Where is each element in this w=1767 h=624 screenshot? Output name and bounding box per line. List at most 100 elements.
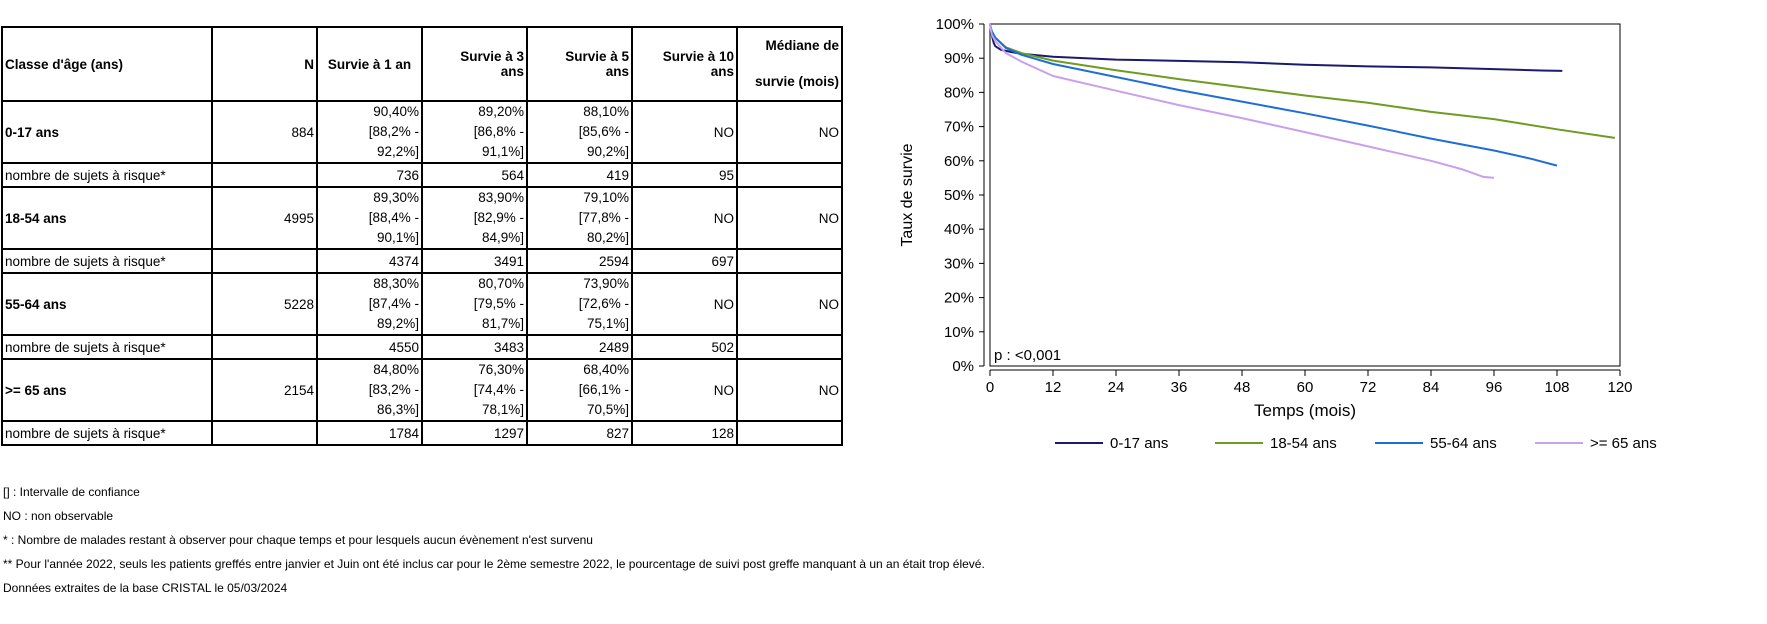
header-survie-3-line2: ans — [500, 64, 524, 79]
stat-value: 88,10% — [583, 104, 629, 119]
cell-survie-1: 88,30% [87,4% - 89,2%] — [316, 272, 423, 336]
risk-y1: 1784 — [316, 420, 423, 446]
y-tick-label: 50% — [944, 187, 974, 204]
risk-n — [211, 334, 318, 360]
ci-upper: 86,3%] — [376, 402, 419, 417]
risk-y3: 1297 — [421, 420, 528, 446]
survival-table: Classe d'âge (ans) N Survie à 1 an Survi… — [1, 26, 843, 446]
y-tick-label: 40% — [944, 221, 974, 238]
stat-value: 88,30% — [373, 276, 419, 291]
risk-label: nombre de sujets à risque* — [1, 420, 213, 446]
header-survie-3: Survie à 3 ans — [421, 26, 528, 102]
y-tick-label: 70% — [944, 119, 974, 136]
footnote: NO : non observable — [3, 509, 114, 523]
risk-y10: 697 — [631, 248, 738, 274]
cell-survie-10: NO — [631, 100, 738, 164]
header-n: N — [211, 26, 318, 102]
ci-lower: [88,4% - — [368, 210, 419, 225]
cell-survie-5: 68,40% [66,1% - 70,5%] — [526, 358, 633, 422]
series-line — [989, 23, 1615, 139]
stat-value: 90,40% — [373, 104, 419, 119]
ci-upper: 78,1%] — [481, 402, 524, 417]
header-mediane: Médiane de survie (mois) — [736, 26, 843, 102]
x-tick-label: 72 — [1360, 379, 1377, 396]
table-row-group: 55-64 ans 5228 88,30% [87,4% - 89,2%] 80,7… — [1, 272, 843, 336]
cell-survie-3: 76,30% [74,4% - 78,1%] — [421, 358, 528, 422]
stat-value: 89,30% — [373, 190, 419, 205]
risk-y5: 419 — [526, 162, 633, 188]
cell-survie-10: NO — [631, 272, 738, 336]
table-row-risk: nombre de sujets à risque* 4374 3491 259… — [1, 248, 843, 274]
group-label: >= 65 ans — [1, 358, 213, 422]
group-label: 55-64 ans — [1, 272, 213, 336]
risk-y5: 2594 — [526, 248, 633, 274]
y-tick-label: 60% — [944, 153, 974, 170]
stat-value: 84,80% — [373, 362, 419, 377]
stat-value: 80,70% — [478, 276, 524, 291]
table-row-risk: nombre de sujets à risque* 1784 1297 827… — [1, 420, 843, 446]
group-label: 0-17 ans — [1, 100, 213, 164]
footnote: ** Pour l'année 2022, seuls les patients… — [3, 557, 985, 571]
risk-y1: 736 — [316, 162, 423, 188]
y-tick-label: 100% — [936, 16, 974, 33]
ci-upper: 80,2%] — [586, 230, 629, 245]
risk-y1: 4374 — [316, 248, 423, 274]
risk-y1: 4550 — [316, 334, 423, 360]
header-survie-10-line2: ans — [710, 64, 734, 79]
ci-lower: [79,5% - — [473, 296, 524, 311]
x-tick-label: 108 — [1544, 379, 1569, 396]
group-label: 18-54 ans — [1, 186, 213, 250]
table-row-group: >= 65 ans 2154 84,80% [83,2% - 86,3%] 76,3… — [1, 358, 843, 422]
cell-mediane: NO — [736, 100, 843, 164]
group-n: 5228 — [211, 272, 318, 336]
table-row-risk: nombre de sujets à risque* 4550 3483 248… — [1, 334, 843, 360]
ci-lower: [66,1% - — [578, 382, 629, 397]
table-row-group: 18-54 ans 4995 89,30% [88,4% - 90,1%] 83,9… — [1, 186, 843, 250]
cell-survie-1: 89,30% [88,4% - 90,1%] — [316, 186, 423, 250]
risk-y10: 128 — [631, 420, 738, 446]
ci-upper: 90,1%] — [376, 230, 419, 245]
risk-y3: 3491 — [421, 248, 528, 274]
risk-y3: 3483 — [421, 334, 528, 360]
footnote: * : Nombre de malades restant à observer… — [3, 533, 593, 547]
x-tick-label: 24 — [1108, 379, 1125, 396]
stat-value: 83,90% — [478, 190, 524, 205]
ci-lower: [87,4% - — [368, 296, 419, 311]
legend-label: >= 65 ans — [1590, 435, 1657, 452]
survival-chart: 0 12 24 36 48 60 72 84 96 108 120 0% 10% 20% 30% 40% 50%… — [899, 16, 1657, 452]
series-line — [989, 23, 1558, 167]
stat-value: 68,40% — [583, 362, 629, 377]
y-tick-label: 30% — [944, 255, 974, 272]
legend-label: 0-17 ans — [1110, 435, 1168, 452]
risk-median — [736, 334, 843, 360]
y-tick-label: 20% — [944, 290, 974, 307]
chart-series — [989, 23, 1615, 179]
header-classe: Classe d'âge (ans) — [1, 26, 213, 102]
ci-lower: [83,2% - — [368, 382, 419, 397]
x-axis-label: Temps (mois) — [1254, 401, 1356, 420]
group-n: 4995 — [211, 186, 318, 250]
table-header-row: Classe d'âge (ans) N Survie à 1 an Survi… — [1, 26, 843, 102]
legend-label: 18-54 ans — [1270, 435, 1337, 452]
x-tick-label: 60 — [1297, 379, 1314, 396]
cell-survie-5: 73,90% [72,6% - 75,1%] — [526, 272, 633, 336]
y-tick-label: 0% — [952, 358, 974, 375]
risk-n — [211, 420, 318, 446]
ci-upper: 91,1%] — [481, 144, 524, 159]
cell-survie-1: 90,40% [88,2% - 92,2%] — [316, 100, 423, 164]
chart-axes: 0 12 24 36 48 60 72 84 96 108 120 0% 10% 20% 30% 40% 50%… — [936, 16, 1633, 396]
cell-survie-5: 88,10% [85,6% - 90,2%] — [526, 100, 633, 164]
x-tick-label: 96 — [1486, 379, 1503, 396]
stat-value: 76,30% — [478, 362, 524, 377]
p-value-annotation: p : <0,001 — [994, 347, 1061, 364]
header-survie-10-line1: Survie à 10 — [662, 49, 734, 64]
header-survie-10: Survie à 10 ans — [631, 26, 738, 102]
group-n: 884 — [211, 100, 318, 164]
header-survie-1: Survie à 1 an — [316, 26, 423, 102]
footnote: [] : Intervalle de confiance — [3, 485, 140, 499]
ci-upper: 75,1%] — [586, 316, 629, 331]
y-tick-label: 90% — [944, 50, 974, 67]
risk-y5: 827 — [526, 420, 633, 446]
ci-lower: [72,6% - — [578, 296, 629, 311]
x-tick-label: 12 — [1045, 379, 1062, 396]
